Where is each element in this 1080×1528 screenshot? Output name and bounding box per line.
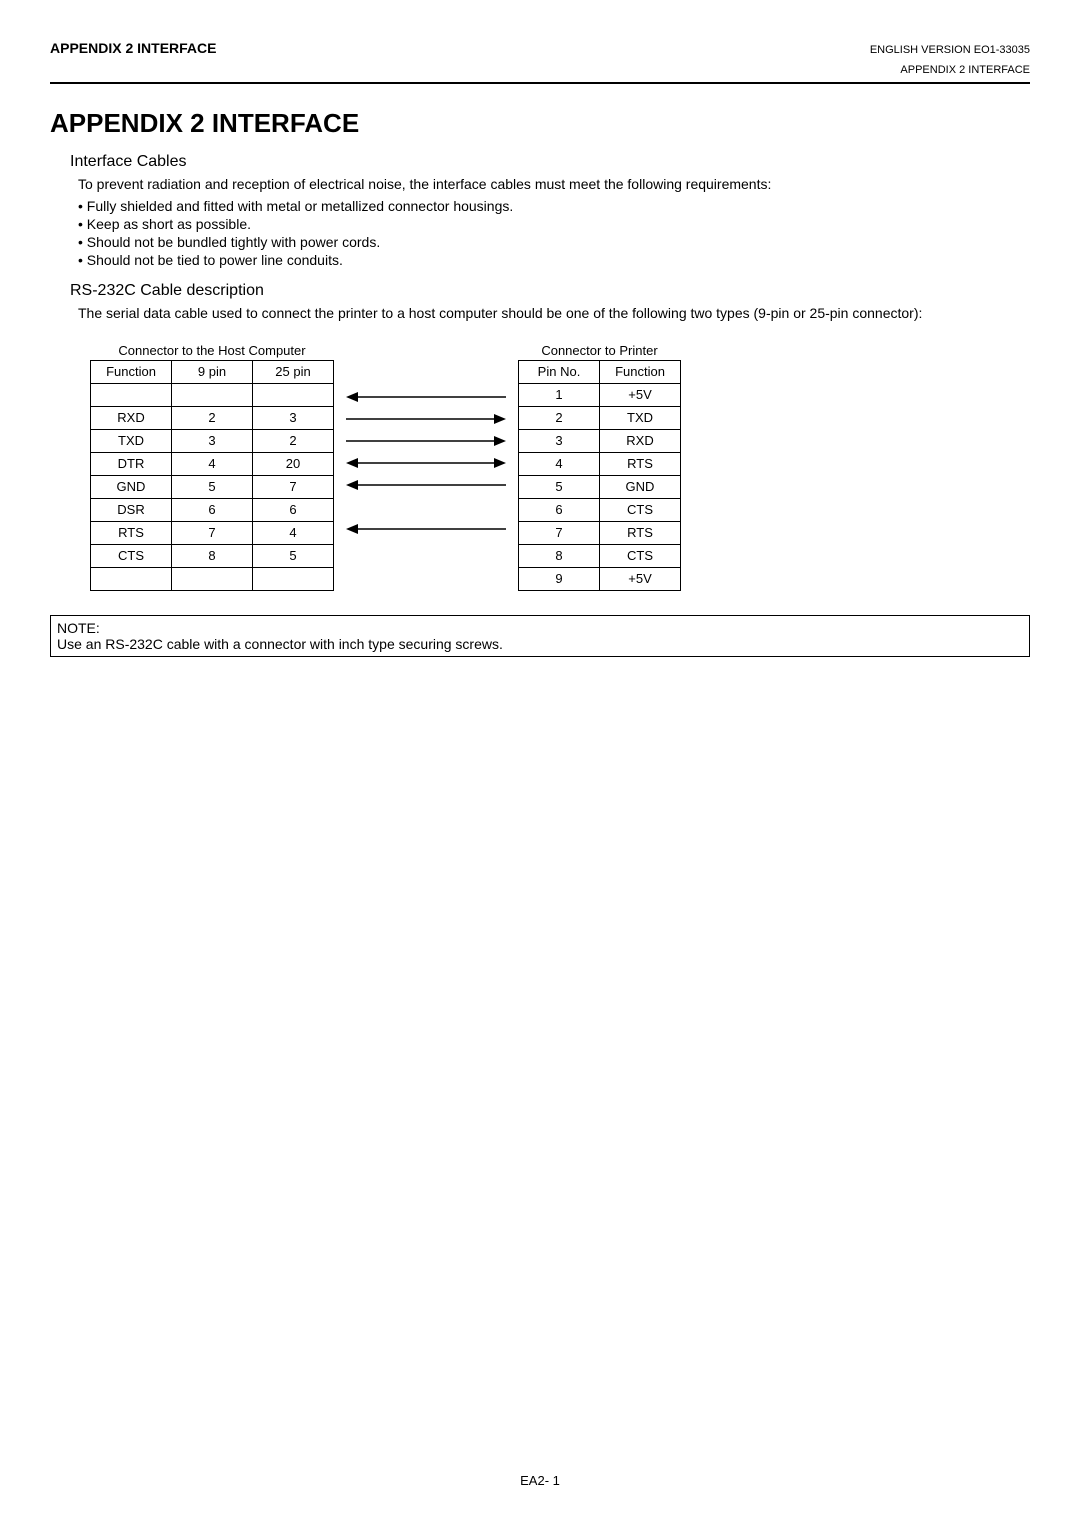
section1-heading: Interface Cables [70,153,1030,171]
bullet-item: Should not be tied to power line conduit… [78,252,1030,268]
header-rule [50,82,1030,84]
header-left: APPENDIX 2 INTERFACE [50,40,216,56]
host-table: Connector to the Host Computer Function … [90,343,334,591]
bullet-item: Fully shielded and fitted with metal or … [78,198,1030,214]
bullet-item: Should not be bundled tightly with power… [78,234,1030,250]
arrow-right [346,408,506,430]
arrow-none [346,364,506,386]
page-footer: EA2- 1 [0,1473,1080,1488]
note-body: Use an RS-232C cable with a connector wi… [57,636,1023,652]
section2-intro: The serial data cable used to connect th… [78,304,1030,323]
cable-diagram: Connector to the Host Computer Function … [90,343,1030,591]
header-right: ENGLISH VERSION EO1-33035 [870,44,1030,56]
arrow-right [346,430,506,452]
printer-table: Connector to Printer Pin No. Function 1+… [518,343,681,591]
printer-header: Function [600,360,681,383]
host-table-caption: Connector to the Host Computer [90,343,334,360]
arrow-none [346,496,506,518]
printer-header: Pin No. [519,360,600,383]
printer-table-caption: Connector to Printer [518,343,681,360]
host-header: 9 pin [172,360,253,383]
host-header: 25 pin [253,360,334,383]
arrow-left [346,386,506,408]
arrow-left [346,518,506,540]
section1-intro: To prevent radiation and reception of el… [78,175,1030,194]
arrow-both [346,452,506,474]
header-sub: APPENDIX 2 INTERFACE [50,64,1030,76]
section1-bullets: Fully shielded and fitted with metal or … [78,198,1030,268]
arrow-column [346,343,506,562]
host-header: Function [91,360,172,383]
note-title: NOTE: [57,620,1023,636]
arrow-left [346,474,506,496]
bullet-item: Keep as short as possible. [78,216,1030,232]
arrow-none [346,540,506,562]
page-title: APPENDIX 2 INTERFACE [50,108,1030,139]
note-box: NOTE: Use an RS-232C cable with a connec… [50,615,1030,657]
section2-heading: RS-232C Cable description [70,282,1030,300]
